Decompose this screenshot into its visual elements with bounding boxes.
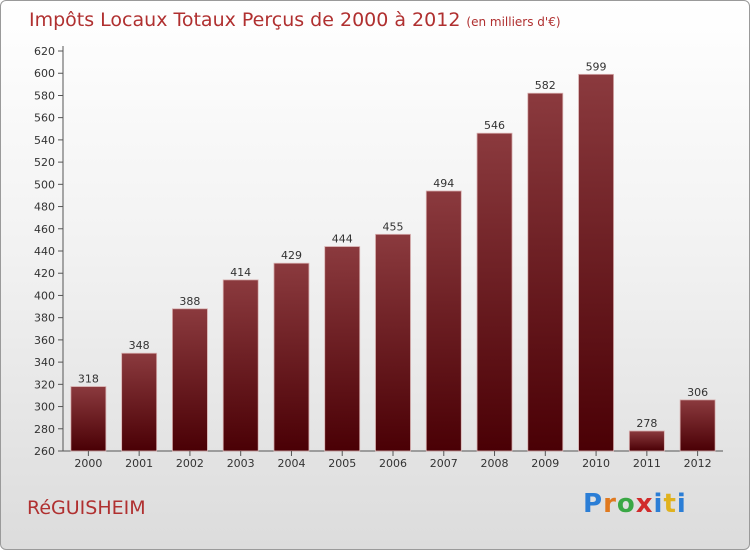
bar [375,233,411,452]
y-tick-label: 420 [34,267,55,280]
y-tick-label: 260 [34,445,55,458]
x-tick-label: 2008 [481,457,509,470]
bar-value-label: 318 [78,373,99,386]
bar-value-label: 599 [586,60,607,73]
x-tick-label: 2010 [582,457,610,470]
y-tick-label: 300 [34,401,55,414]
bar-value-label: 494 [433,177,454,190]
x-tick-label: 2002 [176,457,204,470]
bar [628,430,665,452]
bar-value-label: 348 [129,339,150,352]
y-tick-label: 280 [34,423,55,436]
y-tick-label: 560 [34,112,55,125]
bar-value-label: 455 [383,220,404,233]
y-tick-label: 320 [34,378,55,391]
bar [70,386,107,452]
bar-value-label: 582 [535,79,556,92]
x-tick-label: 2000 [74,457,102,470]
commune-name: RéGUISHEIM [27,497,146,519]
y-tick-label: 440 [34,245,55,258]
x-tick-label: 2006 [379,457,407,470]
x-tick-label: 2004 [277,457,305,470]
bar [222,279,259,452]
x-tick-label: 2005 [328,457,356,470]
y-tick-label: 540 [34,134,55,147]
y-tick-label: 380 [34,312,55,325]
bar [324,246,361,452]
chart-title: Impôts Locaux Totaux Perçus de 2000 à 20… [29,9,561,31]
bar [527,92,564,452]
bar [476,132,513,452]
x-tick-label: 2009 [531,457,559,470]
y-tick-label: 580 [34,89,55,102]
bar-value-label: 429 [281,249,302,262]
x-tick-label: 2003 [227,457,255,470]
y-tick-label: 500 [34,178,55,191]
bar-value-label: 278 [636,417,657,430]
title-text: Impôts Locaux Totaux Perçus de 2000 à 20… [29,9,461,31]
y-tick-label: 340 [34,356,55,369]
y-tick-label: 620 [34,45,55,58]
unit-label: (en milliers d'€) [466,15,561,29]
bar [679,399,716,452]
bar [172,308,208,452]
x-tick-label: 2001 [125,457,153,470]
y-tick-label: 400 [34,289,55,302]
bar [578,73,614,452]
bar-value-label: 306 [687,386,708,399]
bar-value-label: 546 [484,119,505,132]
bar-value-label: 414 [230,266,251,279]
proxiti-logo: Proxiti [583,489,687,519]
y-tick-label: 480 [34,201,55,214]
y-tick-label: 360 [34,334,55,347]
bar [273,262,310,452]
bar-value-label: 444 [332,233,353,246]
bar [121,352,158,452]
x-tick-label: 2007 [430,457,458,470]
y-tick-label: 460 [34,223,55,236]
y-tick-label: 600 [34,67,55,80]
bar-value-label: 388 [179,295,200,308]
bar [425,190,462,452]
x-tick-label: 2011 [633,457,661,470]
y-tick-label: 520 [34,156,55,169]
x-tick-label: 2012 [684,457,712,470]
